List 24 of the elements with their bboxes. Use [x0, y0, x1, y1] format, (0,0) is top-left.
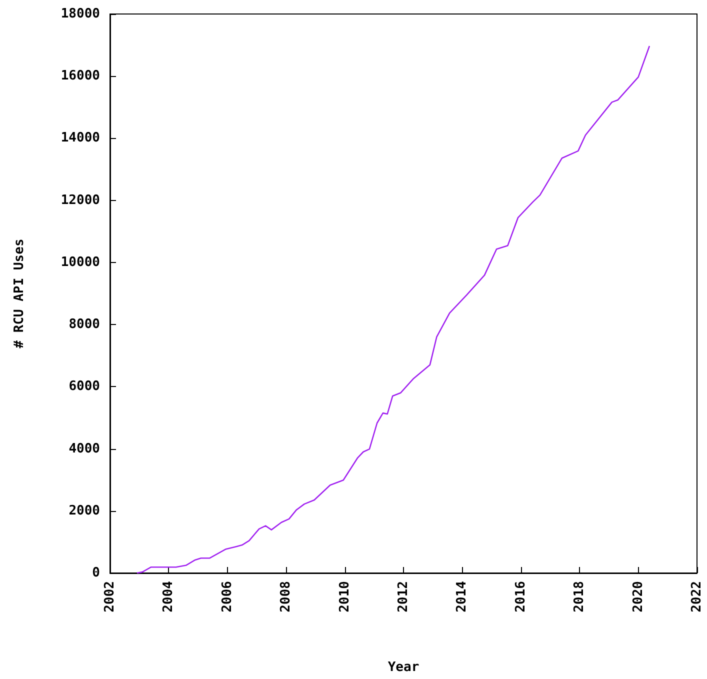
y-tick-label: 18000 — [60, 6, 100, 22]
y-tick-label: 2000 — [68, 503, 100, 518]
y-tick-label: 0 — [92, 566, 100, 580]
x-tick-label: 2018 — [572, 580, 588, 612]
y-tick-label: 12000 — [60, 192, 100, 208]
y-tick-label: 14000 — [60, 130, 100, 146]
y-axis-title: # RCU API Uses — [12, 238, 27, 348]
x-tick-label: 2010 — [337, 580, 352, 612]
x-tick-label: 2008 — [278, 580, 294, 612]
y-tick-label: 16000 — [60, 68, 100, 84]
x-tick-label: 2004 — [161, 580, 176, 612]
x-tick-label: 2014 — [454, 580, 470, 612]
x-tick-label: 2022 — [690, 581, 704, 612]
x-tick-label: 2012 — [396, 581, 411, 612]
x-tick-label: 2006 — [220, 580, 235, 612]
x-tick-label: 2016 — [513, 580, 528, 612]
y-tick-label: 8000 — [68, 317, 100, 332]
x-axis-title: Year — [388, 660, 420, 675]
x-tick-label: 2002 — [102, 581, 118, 612]
y-tick-label: 6000 — [68, 379, 100, 394]
y-tick-label: 4000 — [68, 441, 100, 456]
x-tick-label: 2020 — [630, 580, 646, 612]
line-series — [136, 45, 650, 574]
y-tick-label: 10000 — [60, 254, 100, 270]
